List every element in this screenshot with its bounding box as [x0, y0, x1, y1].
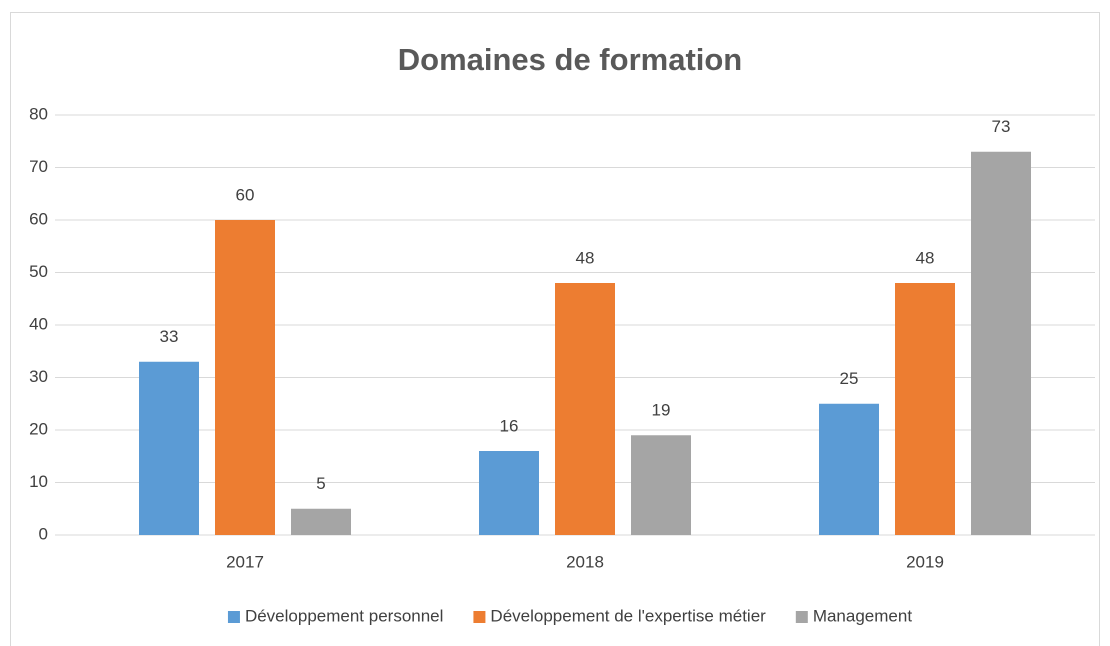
y-tick-label: 50	[29, 262, 48, 281]
data-label: 60	[236, 185, 255, 204]
data-label: 48	[576, 248, 595, 267]
y-tick-label: 20	[29, 419, 48, 438]
y-tick-label: 10	[29, 472, 48, 491]
data-label: 19	[652, 401, 671, 420]
data-label: 5	[316, 474, 325, 493]
bar	[479, 451, 539, 535]
data-label: 25	[840, 369, 859, 388]
data-label: 48	[916, 248, 935, 267]
y-tick-label: 0	[39, 524, 48, 543]
data-label: 73	[992, 117, 1011, 136]
bar	[215, 220, 275, 535]
data-label: 16	[500, 416, 519, 435]
bar	[971, 151, 1031, 535]
legend-swatch	[473, 611, 486, 623]
legend-swatch	[227, 611, 240, 623]
legend-label: Développement personnel	[245, 606, 443, 625]
y-tick-label: 70	[29, 157, 48, 176]
bar	[555, 283, 615, 535]
legend-label: Développement de l'expertise métier	[490, 606, 766, 625]
bar	[631, 435, 691, 535]
data-label: 33	[160, 327, 179, 346]
x-tick-label: 2019	[906, 552, 944, 571]
legend-label: Management	[813, 606, 913, 625]
x-tick-label: 2017	[226, 552, 264, 571]
bar	[291, 508, 351, 535]
x-tick-label: 2018	[566, 552, 604, 571]
chart-title: Domaines de formation	[398, 42, 743, 77]
bar	[139, 361, 199, 535]
y-tick-label: 40	[29, 314, 48, 333]
y-tick-label: 30	[29, 367, 48, 386]
legend-swatch	[795, 611, 808, 623]
y-tick-label: 80	[29, 104, 48, 123]
y-tick-label: 60	[29, 209, 48, 228]
bar	[819, 403, 879, 535]
bar	[895, 283, 955, 535]
